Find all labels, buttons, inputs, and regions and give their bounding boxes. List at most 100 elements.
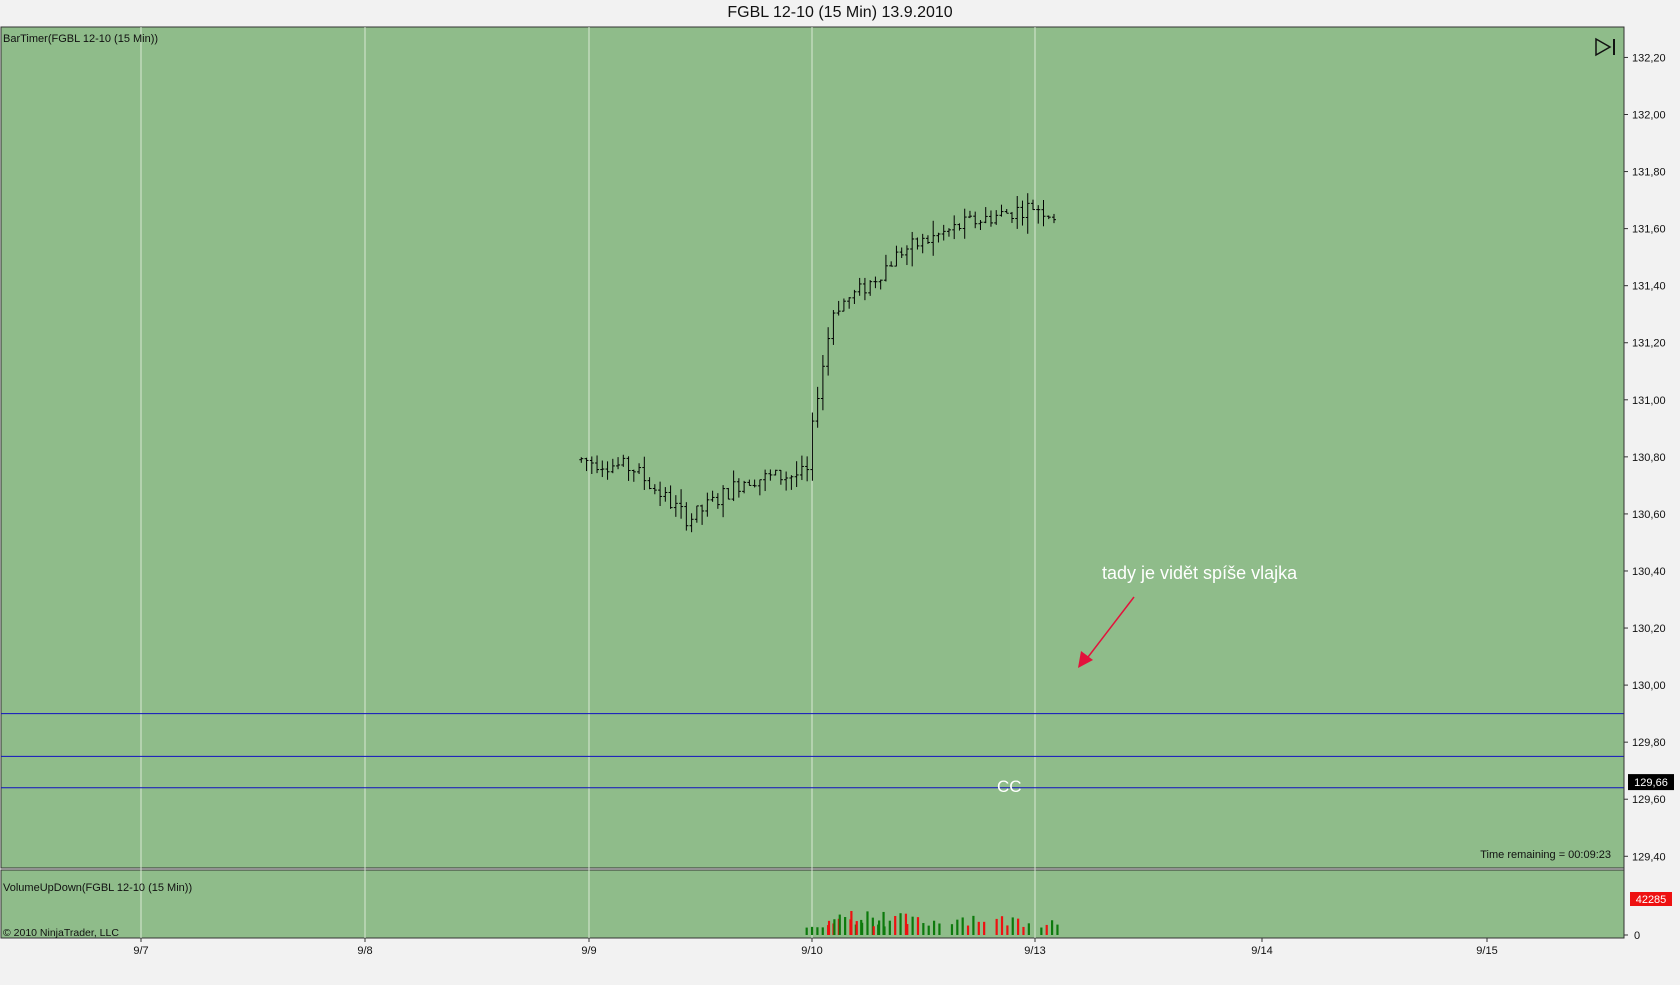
- price-tick-label: 130,80: [1632, 452, 1666, 464]
- price-bar: [742, 480, 747, 494]
- volume-bar: [1056, 924, 1059, 935]
- price-tick-label: 132,20: [1632, 52, 1666, 64]
- price-bar: [973, 211, 978, 229]
- price-indicator-label: BarTimer(FGBL 12-10 (15 Min)): [3, 33, 158, 45]
- price-bars: [579, 193, 1056, 533]
- price-bar: [757, 479, 762, 496]
- date-tick-label: 9/13: [1024, 945, 1045, 957]
- price-bar: [868, 280, 873, 296]
- volume-bar: [1045, 924, 1048, 935]
- price-tick-label: 131,60: [1632, 224, 1666, 236]
- price-bar: [652, 484, 657, 495]
- price-bar: [957, 223, 962, 231]
- volume-bar: [995, 918, 998, 935]
- price-bar: [894, 245, 899, 267]
- price-bar: [600, 460, 605, 478]
- volume-bar: [972, 915, 975, 935]
- price-tick-label: 131,00: [1632, 395, 1666, 407]
- annotation-arrow-head: [1078, 651, 1093, 668]
- price-bar: [1030, 199, 1035, 211]
- date-tick-label: 9/8: [357, 945, 372, 957]
- skip-to-end-button[interactable]: [1593, 35, 1619, 59]
- price-bar: [747, 479, 752, 486]
- price-bar: [810, 412, 815, 481]
- price-bar: [673, 495, 678, 517]
- price-tick-label: 131,20: [1632, 338, 1666, 350]
- volume-bar: [906, 924, 909, 935]
- last-price-label: 129,66: [1634, 777, 1668, 789]
- price-bar: [815, 386, 820, 428]
- volume-bar: [1022, 926, 1025, 935]
- date-tick-label: 9/9: [581, 945, 596, 957]
- volume-bar: [827, 920, 831, 935]
- price-bar: [700, 504, 705, 525]
- price-bar: [941, 224, 946, 241]
- price-bar: [689, 513, 694, 533]
- price-bar: [579, 457, 584, 463]
- price-bar: [679, 489, 684, 519]
- price-bar: [1009, 211, 1014, 223]
- price-bar: [799, 455, 804, 481]
- price-bar: [736, 478, 741, 498]
- price-bar: [946, 228, 951, 237]
- price-bar: [610, 458, 615, 474]
- volume-bar: [977, 921, 980, 935]
- volume-bar: [882, 911, 885, 935]
- price-bar: [831, 310, 836, 345]
- price-bar: [925, 235, 930, 244]
- volume-bar: [932, 920, 936, 935]
- price-bar: [595, 455, 600, 474]
- volume-bar: [899, 913, 902, 935]
- price-bar: [852, 289, 857, 304]
- annotation-cc: CC: [997, 777, 1022, 796]
- price-bar: [1015, 196, 1020, 229]
- annotation-note: tady je vidět spíše vlajka: [1102, 563, 1298, 583]
- price-tick-label: 129,40: [1632, 851, 1666, 863]
- price-bar: [841, 298, 846, 312]
- volume-bar: [821, 927, 824, 935]
- price-bar: [899, 247, 904, 258]
- price-bar: [1025, 193, 1030, 234]
- price-bar: [694, 505, 699, 523]
- price-bar: [584, 457, 589, 472]
- price-bar: [784, 471, 789, 491]
- price-bar: [873, 276, 878, 289]
- volume-bar: [810, 926, 814, 935]
- price-bar: [978, 220, 983, 231]
- volume-bar: [888, 920, 891, 935]
- price-bar: [904, 245, 909, 266]
- volume-bar: [961, 917, 964, 935]
- volume-bar: [916, 917, 920, 935]
- price-bar: [789, 475, 794, 490]
- price-bar: [768, 469, 773, 481]
- volume-bar: [1000, 916, 1004, 935]
- horizontal-levels: [1, 713, 1624, 789]
- price-bar: [967, 210, 972, 219]
- last-price-tag: [1628, 774, 1674, 791]
- price-bar: [616, 457, 621, 470]
- price-bar: [794, 461, 799, 488]
- price-tick-label: 132,00: [1632, 110, 1666, 122]
- price-bar: [878, 279, 883, 290]
- date-tick-label: 9/10: [801, 945, 822, 957]
- volume-bar: [950, 924, 954, 935]
- volume-bar: [816, 927, 819, 935]
- volume-indicator-label: VolumeUpDown(FGBL 12-10 (15 Min)): [3, 882, 192, 894]
- volume-bar: [838, 914, 841, 935]
- volume-bar: [927, 925, 930, 935]
- annotation-arrow-line: [1084, 596, 1135, 662]
- volume-bar: [1040, 927, 1043, 935]
- volume-bar: [956, 919, 959, 935]
- volume-bar: [938, 923, 941, 935]
- price-axis: 132,20 132,00 131,80 131,60 131,40 131,20 131,…: [1623, 27, 1674, 938]
- price-bar: [836, 300, 841, 316]
- price-bar: [658, 481, 663, 507]
- price-bar: [763, 469, 768, 492]
- volume-bar: [1006, 925, 1009, 935]
- price-bar: [1020, 200, 1025, 226]
- volume-bar: [1050, 920, 1054, 935]
- price-bar: [705, 492, 710, 517]
- last-volume-label: 42285: [1636, 894, 1667, 906]
- volume-bar: [833, 919, 836, 935]
